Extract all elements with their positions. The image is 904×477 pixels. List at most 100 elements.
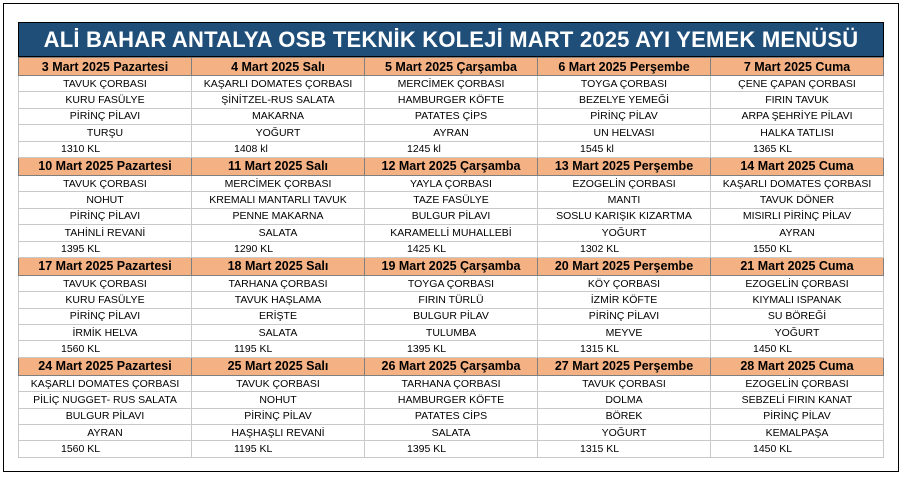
menu-item-cell: TARHANA ÇORBASI — [191, 274, 365, 293]
menu-item-cell: NOHUT — [18, 191, 192, 209]
menu-item-cell: HAŞHAŞLI REVANİ — [191, 424, 365, 442]
menu-item-row: TAVUK ÇORBASI MERCİMEK ÇORBASI YAYLA ÇORBA… — [18, 174, 884, 193]
day-date-header: 27 Mart 2025 Perşembe — [537, 356, 711, 376]
menu-item-cell: MERCİMEK ÇORBASI — [364, 74, 538, 93]
menu-item-cell: PİRİNÇ PİLAV — [537, 107, 711, 126]
day-date-header: 10 Mart 2025 Pazartesi — [18, 156, 192, 176]
menu-item-cell: KURU FASÜLYE — [18, 91, 192, 109]
calorie-row: 1310 KL 1408 kl 1245 kl 1545 kl 1365 KL — [18, 140, 884, 158]
menu-table: 3 Mart 2025 Pazartesi 4 Mart 2025 Salı 5 M… — [18, 57, 884, 458]
menu-item-cell: PATATES ÇİPS — [364, 107, 538, 126]
calorie-row: 1560 KL 1195 KL 1395 KL 1315 KL 1450 KL — [18, 340, 884, 358]
calorie-cell: 1408 kl — [191, 140, 365, 158]
menu-item-row: NOHUT KREMALI MANTARLI TAVUK TAZE FASÜLYE M… — [18, 191, 884, 209]
calorie-cell: 1315 KL — [537, 440, 711, 458]
menu-item-cell: PİRİNÇ PİLAVI — [18, 107, 192, 126]
menu-item-cell: MERCİMEK ÇORBASI — [191, 174, 365, 193]
page-border — [3, 3, 899, 472]
calorie-row: 1395 KL 1290 KL 1425 KL 1302 KL 1550 KL — [18, 240, 884, 258]
calorie-cell: 1450 KL — [710, 340, 884, 358]
menu-item-row: KAŞARLI DOMATES ÇORBASI TAVUK ÇORBASI TARH… — [18, 374, 884, 393]
menu-item-cell: EZOGELİN ÇORBASI — [710, 374, 884, 393]
menu-item-row: TURŞU YOĞURT AYRAN UN HELVASI HALKA TATLISI — [18, 124, 884, 142]
menu-item-cell: EZOGELİN ÇORBASI — [710, 274, 884, 293]
menu-item-row: KURU FASÜLYE ŞİNİTZEL-RUS SALATA HAMBURGER… — [18, 91, 884, 109]
menu-item-cell: KEMALPAŞA — [710, 424, 884, 442]
menu-item-cell: İZMİR KÖFTE — [537, 291, 711, 309]
menu-item-row: TAVUK ÇORBASI KAŞARLI DOMATES ÇORBASI MERC… — [18, 74, 884, 93]
menu-item-cell: TULUMBA — [364, 324, 538, 342]
calorie-cell: 1545 kl — [537, 140, 711, 158]
menu-item-cell: PİRİNÇ PİLAVI — [18, 307, 192, 326]
menu-item-cell: TAVUK ÇORBASI — [537, 374, 711, 393]
calorie-cell: 1450 KL — [710, 440, 884, 458]
menu-item-cell: MEYVE — [537, 324, 711, 342]
menu-item-cell: MISIRLI PİRİNÇ PİLAV — [710, 207, 884, 226]
menu-item-cell: TAVUK ÇORBASI — [18, 174, 192, 193]
menu-item-cell: TAVUK HAŞLAMA — [191, 291, 365, 309]
calorie-cell: 1315 KL — [537, 340, 711, 358]
menu-item-cell: SU BÖREĞİ — [710, 307, 884, 326]
menu-item-cell: KAŞARLI DOMATES ÇORBASI — [191, 74, 365, 93]
day-date-header: 13 Mart 2025 Perşembe — [537, 156, 711, 176]
menu-item-row: TAVUK ÇORBASI TARHANA ÇORBASI TOYGA ÇORBAS… — [18, 274, 884, 293]
menu-item-row: TAHİNLİ REVANİ SALATA KARAMELLİ MUHALLEBİ Y… — [18, 224, 884, 242]
menu-item-cell: KARAMELLİ MUHALLEBİ — [364, 224, 538, 242]
menu-item-cell: ŞİNİTZEL-RUS SALATA — [191, 91, 365, 109]
menu-item-cell: KREMALI MANTARLI TAVUK — [191, 191, 365, 209]
menu-item-cell: TAVUK ÇORBASI — [191, 374, 365, 393]
menu-item-cell: TOYGA ÇORBASI — [364, 274, 538, 293]
menu-item-row: PİRİNÇ PİLAVI ERİŞTE BULGUR PİLAV PİRİNÇ Pİ… — [18, 307, 884, 326]
menu-item-cell: KAŞARLI DOMATES ÇORBASI — [18, 374, 192, 393]
day-date-header: 17 Mart 2025 Pazartesi — [18, 256, 192, 276]
week-header-row: 24 Mart 2025 Pazartesi 25 Mart 2025 Salı 2… — [18, 356, 884, 376]
day-date-header: 7 Mart 2025 Cuma — [710, 57, 884, 76]
menu-item-cell: BEZELYE YEMEĞİ — [537, 91, 711, 109]
menu-item-row: PİRİNÇ PİLAVI MAKARNA PATATES ÇİPS PİRİNÇ P… — [18, 107, 884, 126]
menu-item-cell: AYRAN — [18, 424, 192, 442]
menu-item-cell: EZOGELİN ÇORBASI — [537, 174, 711, 193]
menu-item-cell: FIRIN TÜRLÜ — [364, 291, 538, 309]
menu-item-cell: HAMBURGER KÖFTE — [364, 91, 538, 109]
menu-item-cell: PİRİNÇ PİLAV — [710, 407, 884, 426]
calorie-cell: 1395 KL — [364, 440, 538, 458]
menu-item-cell: MAKARNA — [191, 107, 365, 126]
menu-item-cell: YAYLA ÇORBASI — [364, 174, 538, 193]
day-date-header: 28 Mart 2025 Cuma — [710, 356, 884, 376]
menu-item-cell: SEBZELİ FIRIN KANAT — [710, 391, 884, 409]
calorie-cell: 1560 KL — [18, 340, 192, 358]
day-date-header: 4 Mart 2025 Salı — [191, 57, 365, 76]
day-date-header: 25 Mart 2025 Salı — [191, 356, 365, 376]
menu-item-cell: YOĞURT — [537, 224, 711, 242]
menu-item-row: BULGUR PİLAVI PİRİNÇ PİLAV PATATES CİPS BÖR… — [18, 407, 884, 426]
week-header-row: 17 Mart 2025 Pazartesi 18 Mart 2025 Salı 1… — [18, 256, 884, 276]
menu-item-cell: PENNE MAKARNA — [191, 207, 365, 226]
calorie-cell: 1245 kl — [364, 140, 538, 158]
calorie-cell: 1425 KL — [364, 240, 538, 258]
menu-item-cell: AYRAN — [710, 224, 884, 242]
menu-title: ALİ BAHAR ANTALYA OSB TEKNİK KOLEJİ MART… — [18, 22, 884, 57]
menu-item-cell: BÖREK — [537, 407, 711, 426]
menu-item-row: PİLİÇ NUGGET- RUS SALATA NOHUT HAMBURGER K… — [18, 391, 884, 409]
menu-item-cell: BULGUR PİLAVI — [18, 407, 192, 426]
menu-item-cell: NOHUT — [191, 391, 365, 409]
day-date-header: 6 Mart 2025 Perşembe — [537, 57, 711, 76]
day-date-header: 21 Mart 2025 Cuma — [710, 256, 884, 276]
menu-item-cell: BULGUR PİLAV — [364, 307, 538, 326]
calorie-cell: 1290 KL — [191, 240, 365, 258]
menu-item-cell: KAŞARLI DOMATES ÇORBASI — [710, 174, 884, 193]
day-date-header: 12 Mart 2025 Çarşamba — [364, 156, 538, 176]
menu-item-cell: KURU FASÜLYE — [18, 291, 192, 309]
calorie-row: 1560 KL 1195 KL 1395 KL 1315 KL 1450 KL — [18, 440, 884, 458]
menu-item-cell: SALATA — [191, 324, 365, 342]
menu-item-cell: HALKA TATLISI — [710, 124, 884, 142]
menu-item-cell: PİLİÇ NUGGET- RUS SALATA — [18, 391, 192, 409]
menu-item-cell: PİRİNÇ PİLAVI — [537, 307, 711, 326]
menu-item-cell: TAVUK DÖNER — [710, 191, 884, 209]
menu-item-cell: FIRIN TAVUK — [710, 91, 884, 109]
menu-item-cell: ARPA ŞEHRİYE PİLAVI — [710, 107, 884, 126]
calorie-cell: 1395 KL — [18, 240, 192, 258]
menu-item-row: İRMİK HELVA SALATA TULUMBA MEYVE YOĞURT — [18, 324, 884, 342]
menu-item-cell: ERİŞTE — [191, 307, 365, 326]
menu-item-cell: AYRAN — [364, 124, 538, 142]
